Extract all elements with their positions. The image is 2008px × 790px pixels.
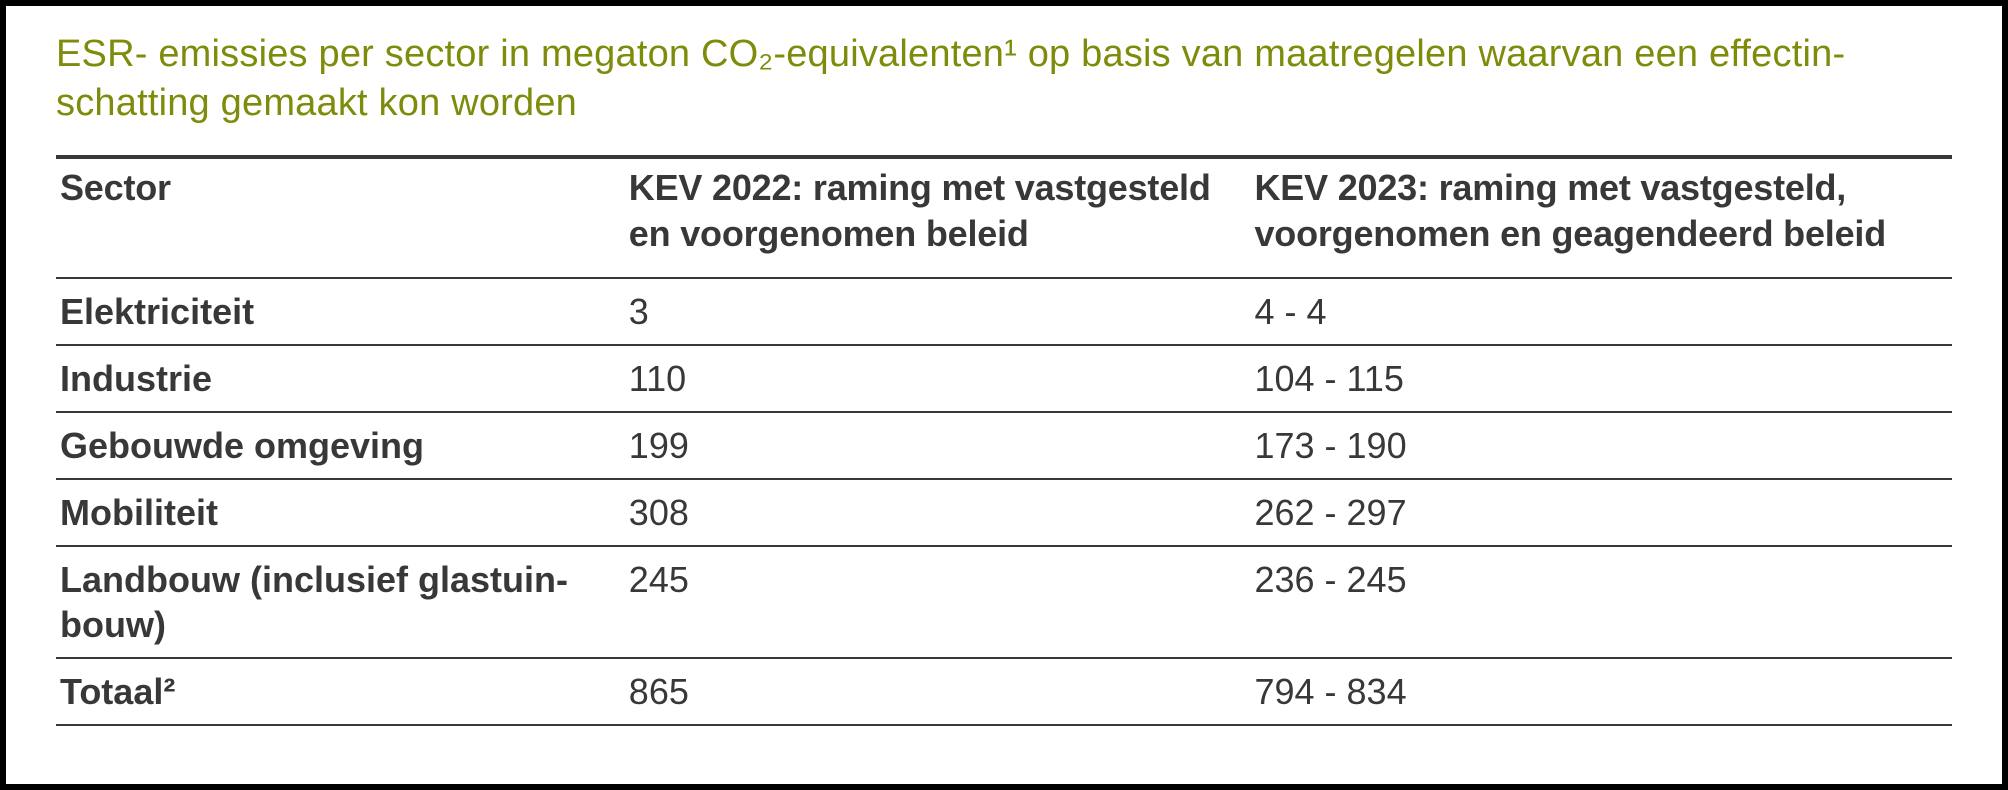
row-kev2022: 3 (625, 278, 1251, 345)
row-kev2023: 794 - 834 (1250, 658, 1952, 725)
row-label: Totaal² (56, 658, 625, 725)
table-row: Gebouwde omgeving 199 173 - 190 (56, 412, 1952, 479)
row-kev2022: 865 (625, 658, 1251, 725)
table-row: Elektriciteit 3 4 - 4 (56, 278, 1952, 345)
table-row: Totaal² 865 794 - 834 (56, 658, 1952, 725)
row-label: Elektriciteit (56, 278, 625, 345)
row-label: Gebouwde omgeving (56, 412, 625, 479)
row-kev2023: 104 - 115 (1250, 345, 1952, 412)
table-header-row: Sector KEV 2022: raming met vast­gesteld… (56, 157, 1952, 278)
row-label: Landbouw (inclusief glastuin­bouw) (56, 546, 625, 658)
row-kev2022: 245 (625, 546, 1251, 658)
table-title: ESR- emissies per sector in megaton CO₂-… (56, 30, 1952, 127)
row-kev2023: 173 - 190 (1250, 412, 1952, 479)
page-frame: ESR- emissies per sector in megaton CO₂-… (0, 0, 2008, 790)
row-label: Mobiliteit (56, 479, 625, 546)
col-header-kev2023: KEV 2023: raming met vastge­steld, voorg… (1250, 157, 1952, 278)
table-row: Landbouw (inclusief glastuin­bouw) 245 2… (56, 546, 1952, 658)
row-kev2023: 236 - 245 (1250, 546, 1952, 658)
row-kev2023: 4 - 4 (1250, 278, 1952, 345)
table-row: Industrie 110 104 - 115 (56, 345, 1952, 412)
emissions-table: Sector KEV 2022: raming met vast­gesteld… (56, 155, 1952, 726)
table-row: Mobiliteit 308 262 - 297 (56, 479, 1952, 546)
row-label: Industrie (56, 345, 625, 412)
row-kev2022: 308 (625, 479, 1251, 546)
col-header-sector: Sector (56, 157, 625, 278)
col-header-kev2022: KEV 2022: raming met vast­gesteld en voo… (625, 157, 1251, 278)
row-kev2022: 199 (625, 412, 1251, 479)
row-kev2023: 262 - 297 (1250, 479, 1952, 546)
row-kev2022: 110 (625, 345, 1251, 412)
